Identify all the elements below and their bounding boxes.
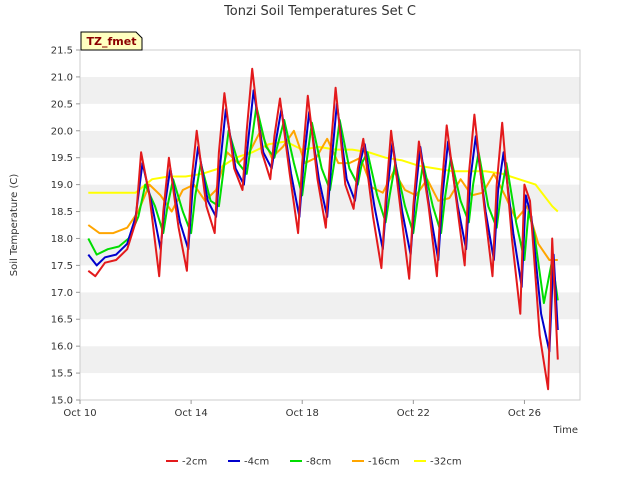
y-tick-label: 18.5 [51,207,73,218]
chart-title: Tonzi Soil Temperatures Set C [223,4,416,19]
badge-box [80,31,143,51]
grid-band [80,76,580,104]
y-tick-label: 17.5 [51,261,73,272]
grid-band [80,292,580,320]
legend-label: -4cm [244,457,269,468]
badge-label: TZ_fmet [87,35,137,48]
y-axis: 15.0 15.5 16.0 16.5 17.0 17.5 18.0 18.5 19.0 19.5… [51,46,80,407]
y-tick-label: 21.0 [51,72,73,83]
x-tick-label: Oct 26 [508,408,541,419]
plot-area [79,49,581,401]
grid-band [80,238,580,266]
y-tick-label: 18.0 [51,234,73,245]
grid-band [80,50,580,77]
grid-band [80,373,580,400]
y-tick-label: 15.5 [51,369,73,380]
x-tick-label: Oct 22 [397,408,430,419]
x-tick-label: Oct 18 [286,408,319,419]
legend-label: -8cm [306,457,331,468]
x-axis: Oct 10 Oct 14 Oct 18 Oct 22 Oct 26 [63,400,541,419]
y-tick-label: 16.5 [51,315,73,326]
y-tick-label: 17.0 [51,288,73,299]
grid-band [80,103,580,131]
y-axis-label: Soil Temperature (C) [9,174,20,277]
legend-label: -2cm [182,457,207,468]
y-tick-label: 21.5 [51,46,73,57]
grid-band [80,265,580,293]
site-badge: TZ_fmet [80,31,143,51]
x-tick-label: Oct 14 [175,408,208,419]
legend-label: -16cm [368,457,400,468]
grid-band [80,346,580,374]
legend-label: -32cm [430,457,462,468]
y-tick-label: 20.0 [51,126,73,137]
x-tick-label: Oct 10 [63,408,96,419]
y-tick-label: 16.0 [51,342,73,353]
y-tick-label: 19.5 [51,153,73,164]
grid-bands [80,50,580,400]
series-line [87,67,559,391]
series-lines [87,67,559,391]
x-axis-label: Time [553,425,578,436]
legend: -2cm -4cm -8cm -16cm -32cm [166,457,462,468]
y-tick-label: 15.0 [51,396,73,407]
y-tick-label: 20.5 [51,99,73,110]
y-tick-label: 19.0 [51,180,73,191]
grid-band [80,319,580,347]
